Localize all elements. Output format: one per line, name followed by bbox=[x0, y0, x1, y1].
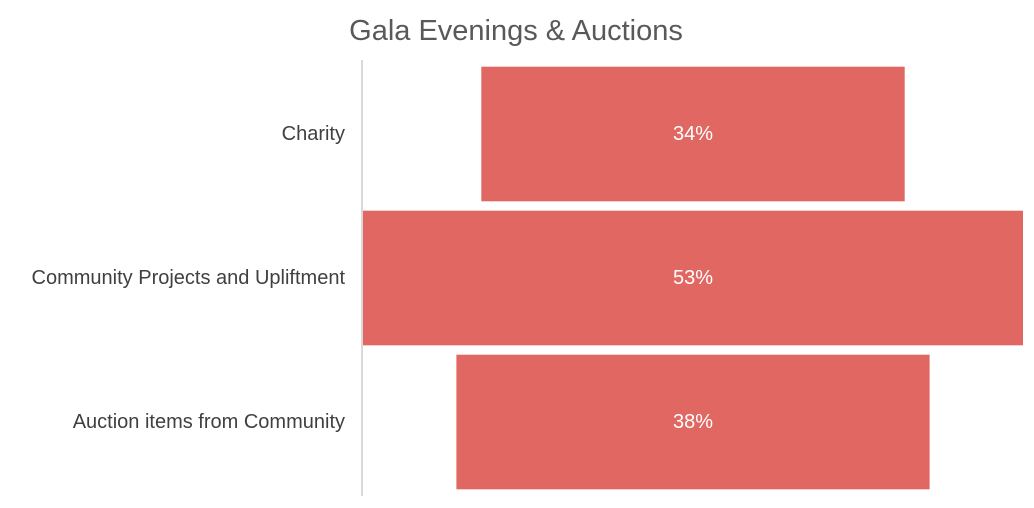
bar-1 bbox=[481, 66, 905, 202]
data-labels-group: 34% 53% 38% bbox=[673, 123, 713, 433]
data-label-1: 34% bbox=[673, 123, 713, 145]
data-label-3: 38% bbox=[673, 411, 713, 433]
bar-2 bbox=[363, 210, 1023, 346]
chart-title: Gala Evenings & Auctions bbox=[349, 15, 683, 47]
data-label-2: 53% bbox=[673, 267, 713, 289]
category-label-1: Charity bbox=[282, 123, 345, 145]
category-labels-group: Charity Community Projects and Upliftment… bbox=[32, 123, 346, 433]
category-label-3: Auction items from Community bbox=[73, 411, 345, 433]
category-label-2: Community Projects and Upliftment bbox=[32, 267, 346, 289]
bar-3 bbox=[456, 354, 930, 490]
bars-group bbox=[363, 66, 1023, 490]
